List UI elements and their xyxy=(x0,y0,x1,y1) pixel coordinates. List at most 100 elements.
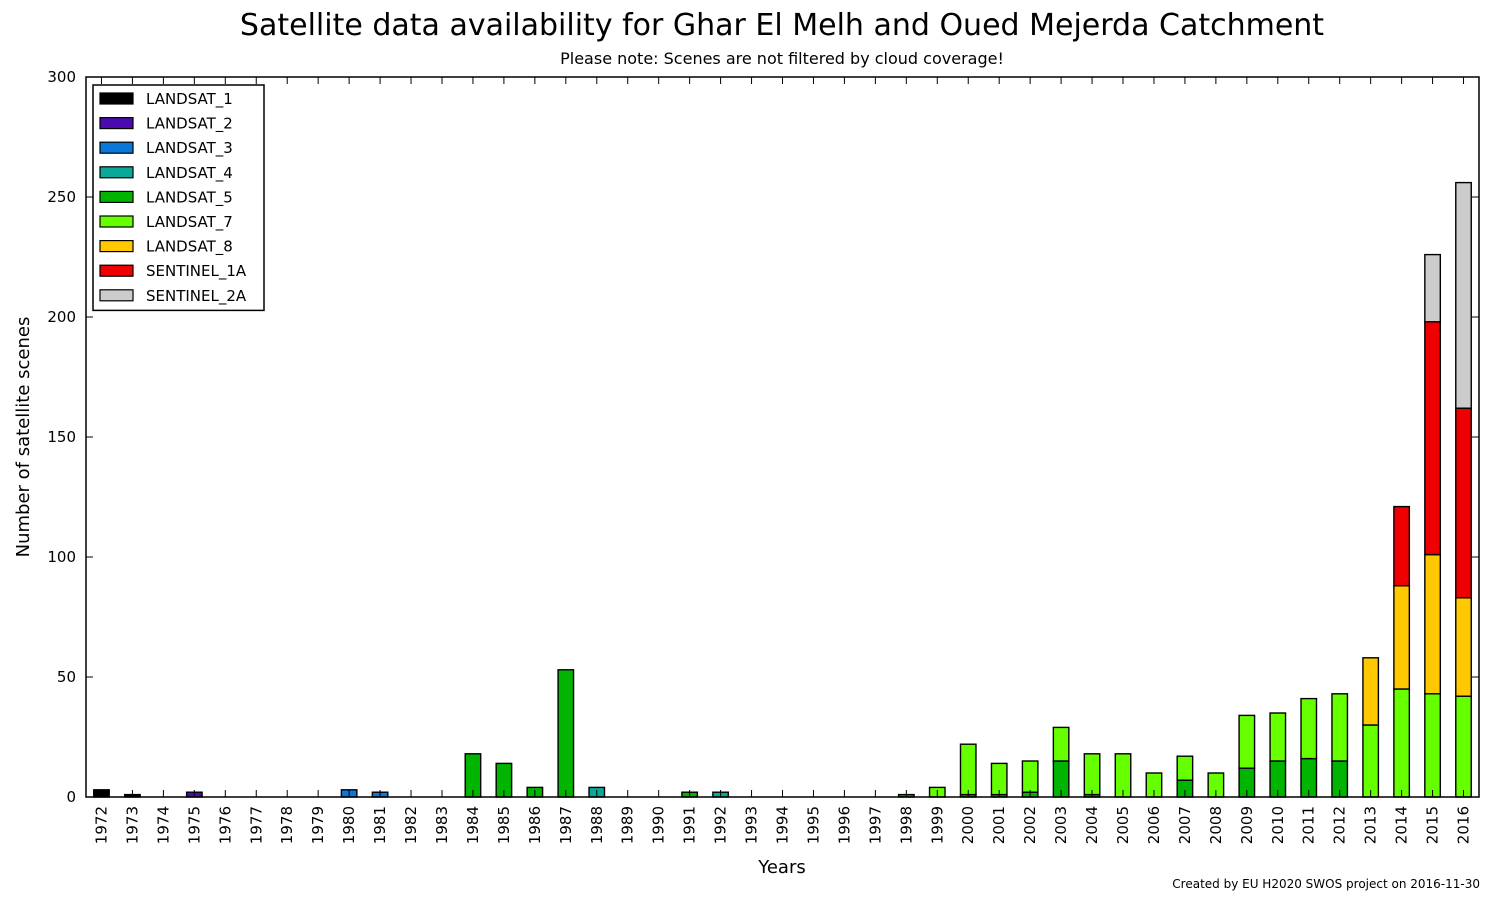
x-tick-label: 1992 xyxy=(712,806,730,844)
bar-2015-landsat_7 xyxy=(1424,693,1442,798)
legend-label-landsat_5: LANDSAT_5 xyxy=(146,188,233,207)
x-tick-label: 2008 xyxy=(1207,806,1225,844)
legend-swatch-landsat_4 xyxy=(99,166,134,179)
x-tick-label: 1979 xyxy=(309,806,327,844)
legend-label-sentinel_1a: SENTINEL_1A xyxy=(146,262,247,281)
legend-swatch-landsat_8 xyxy=(99,240,134,253)
x-tick-label: 2002 xyxy=(1021,806,1039,844)
x-tick-label: 2012 xyxy=(1331,806,1349,844)
x-tick-label: 2015 xyxy=(1424,806,1442,844)
x-tick-label: 1972 xyxy=(92,806,110,844)
x-tick-label: 2013 xyxy=(1362,806,1380,844)
x-tick-label: 2014 xyxy=(1393,806,1411,844)
bar-2015-sentinel_2a xyxy=(1424,253,1442,323)
x-tick-label: 1980 xyxy=(340,806,358,844)
x-tick-label: 1994 xyxy=(774,806,792,844)
x-tick-label: 2005 xyxy=(1114,806,1132,844)
legend-label-sentinel_2a: SENTINEL_2A xyxy=(146,287,247,306)
bar-2014-landsat_8 xyxy=(1393,585,1411,690)
legend-swatch-landsat_2 xyxy=(99,116,134,130)
legend-swatch-sentinel_1a xyxy=(99,264,134,277)
bar-2016-landsat_8 xyxy=(1455,597,1472,697)
bar-2013-landsat_8 xyxy=(1362,657,1380,726)
bar-2000-landsat_7 xyxy=(959,743,977,796)
bar-2003-landsat_7 xyxy=(1052,726,1070,762)
bar-2016-sentinel_1a xyxy=(1455,407,1472,599)
x-tick-label: 1986 xyxy=(526,806,544,844)
x-tick-label: 1997 xyxy=(866,806,884,844)
x-tick-label: 1996 xyxy=(835,806,853,844)
bar-2009-landsat_7 xyxy=(1238,714,1256,769)
legend-swatch-landsat_1 xyxy=(99,92,134,105)
y-tick-label: 100 xyxy=(47,548,76,566)
legend-label-landsat_4: LANDSAT_4 xyxy=(146,164,233,183)
chart-title: Satellite data availability for Ghar El … xyxy=(239,8,1325,43)
axes-layer: 0 50 100 150 200 250 300 1972 1973 1974 1975 1976 19… xyxy=(47,68,1480,844)
x-tick-label: 1977 xyxy=(247,806,265,844)
x-tick-label: 2006 xyxy=(1145,806,1163,844)
bar-2014-landsat_7 xyxy=(1393,688,1411,798)
x-tick-label: 1993 xyxy=(743,806,761,844)
x-tick-label: 2000 xyxy=(959,806,977,844)
x-tick-label: 2004 xyxy=(1083,806,1101,844)
x-tick-label: 2009 xyxy=(1238,806,1256,844)
x-tick-label: 1983 xyxy=(433,806,451,844)
plot-frame xyxy=(85,76,1480,798)
x-tick-label: 1981 xyxy=(371,806,389,844)
x-tick-label: 2010 xyxy=(1269,806,1287,844)
credit-note: Created by EU H2020 SWOS project on 2016… xyxy=(1172,877,1480,891)
y-tick-label: 200 xyxy=(47,308,76,326)
legend-swatch-landsat_7 xyxy=(99,215,134,228)
x-tick-label: 1991 xyxy=(681,806,699,844)
legend-label-landsat_8: LANDSAT_8 xyxy=(146,238,233,257)
legend-swatch-landsat_5 xyxy=(99,190,134,203)
legend-swatch-landsat_3 xyxy=(99,141,134,154)
x-axis-label: Years xyxy=(757,857,806,878)
x-tick-label: 2011 xyxy=(1300,806,1318,844)
legend-swatch-sentinel_2a xyxy=(99,289,134,302)
x-tick-label: 1998 xyxy=(897,806,915,844)
legend-label-landsat_7: LANDSAT_7 xyxy=(146,213,233,232)
bar-2001-landsat_7 xyxy=(990,762,1008,796)
y-tick-label: 300 xyxy=(47,68,76,86)
x-tick-label: 1987 xyxy=(557,806,575,844)
x-tick-label: 1990 xyxy=(650,806,668,844)
legend: LANDSAT_1 LANDSAT_2 LANDSAT_3 LANDSAT_4 LAND… xyxy=(92,84,265,312)
x-tick-label: 1982 xyxy=(402,806,420,844)
x-tick-label: 2003 xyxy=(1052,806,1070,844)
bar-2010-landsat_7 xyxy=(1269,712,1287,762)
x-tick-label: 2001 xyxy=(990,806,1008,844)
x-tick-label: 1984 xyxy=(464,806,482,844)
x-tick-label: 1975 xyxy=(185,806,203,844)
x-tick-label: 1973 xyxy=(123,806,141,844)
bar-2011-landsat_7 xyxy=(1300,697,1318,760)
y-tick-label: 150 xyxy=(47,428,76,446)
chart-subtitle: Please note: Scenes are not filtered by … xyxy=(560,49,1004,68)
x-tick-label: 1978 xyxy=(278,806,296,844)
x-tick-label: 1988 xyxy=(588,806,606,844)
y-tick-label: 0 xyxy=(66,788,76,806)
legend-label-landsat_1: LANDSAT_1 xyxy=(146,90,233,109)
bar-2004-landsat_7 xyxy=(1083,753,1101,796)
legend-label-landsat_2: LANDSAT_2 xyxy=(146,115,233,134)
bars-layer xyxy=(93,181,1472,798)
x-tick-label: 1989 xyxy=(619,806,637,844)
x-tick-label: 1995 xyxy=(804,806,822,844)
bar-2016-landsat_7 xyxy=(1455,695,1472,798)
legend-label-landsat_3: LANDSAT_3 xyxy=(146,139,233,158)
bar-2012-landsat_7 xyxy=(1331,693,1349,762)
bar-2015-sentinel_1a xyxy=(1424,321,1442,556)
bar-2002-landsat_7 xyxy=(1021,760,1039,793)
x-tick-label: 1974 xyxy=(154,806,172,844)
bar-2016-sentinel_2a xyxy=(1455,181,1472,409)
x-tick-label: 2007 xyxy=(1176,806,1194,844)
y-tick-label: 50 xyxy=(57,668,76,686)
x-tick-label: 1999 xyxy=(928,806,946,844)
bar-2014-sentinel_1a xyxy=(1393,505,1411,587)
x-tick-label: 1976 xyxy=(216,806,234,844)
bar-2015-landsat_8 xyxy=(1424,553,1442,695)
y-axis-label: Number of satellite scenes xyxy=(13,317,34,558)
y-tick-label: 250 xyxy=(47,188,76,206)
x-tick-label: 2016 xyxy=(1455,806,1473,844)
